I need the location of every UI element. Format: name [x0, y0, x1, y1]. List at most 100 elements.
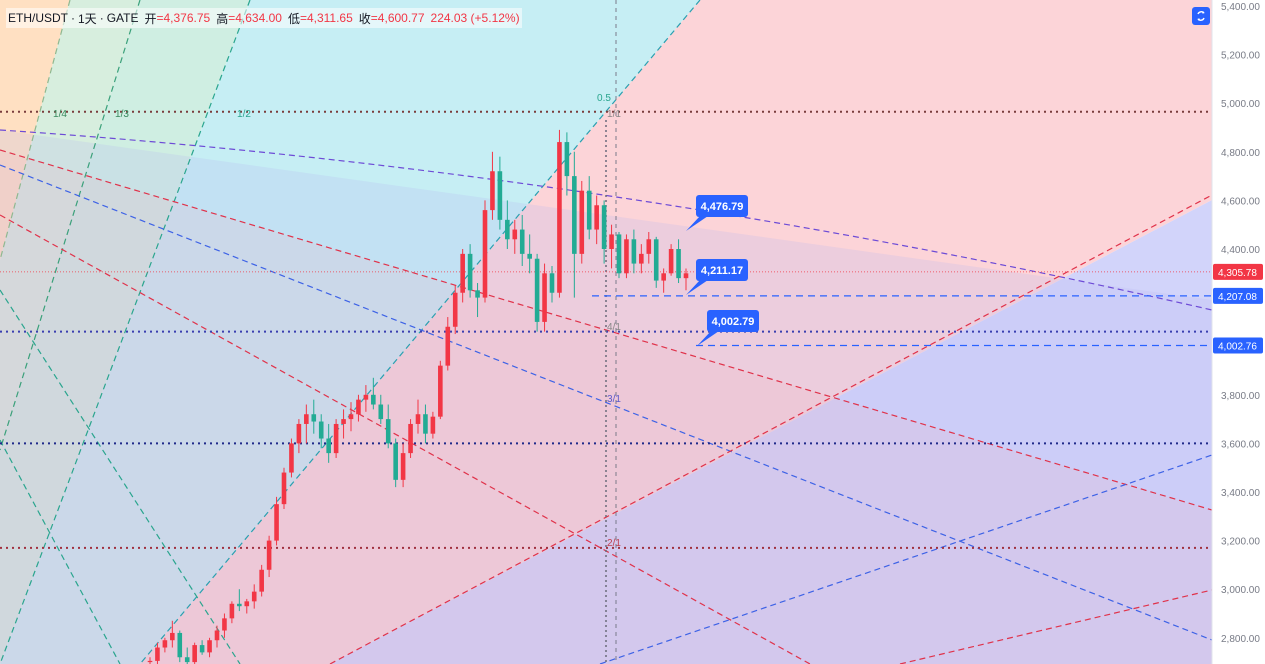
- candle: [304, 404, 309, 444]
- candle-body: [207, 640, 212, 653]
- current-price-tag-bg: [1213, 263, 1263, 280]
- candle: [445, 317, 451, 371]
- symbol-header: ETH/USDT · 1天 · GATE 开 =4,376.75 高 =4,63…: [6, 8, 522, 28]
- candle-body: [192, 645, 197, 663]
- candle: [601, 200, 607, 264]
- candle: [266, 535, 272, 578]
- candle-body: [668, 249, 674, 274]
- candle-body: [251, 591, 257, 602]
- candle-body: [564, 142, 570, 177]
- fan-line: [0, 0, 141, 451]
- level-tag-text: 4,207.08: [1218, 292, 1257, 303]
- candle-body: [519, 229, 525, 254]
- candle: [668, 244, 674, 276]
- fan-line: [599, 454, 1213, 664]
- candle: [408, 419, 413, 458]
- candle-body: [549, 273, 555, 293]
- candle-body: [460, 253, 465, 293]
- price-callout: 4,211.17: [686, 259, 748, 295]
- fan-line: [899, 589, 1213, 664]
- fan-line: [0, 164, 1213, 641]
- symbol-name[interactable]: ETH/USDT: [8, 11, 68, 25]
- candle-body: [237, 603, 242, 607]
- refresh-button[interactable]: [1192, 7, 1210, 25]
- fan-line: [0, 439, 121, 664]
- candle: [572, 151, 577, 298]
- candle-body: [162, 640, 168, 648]
- candle: [609, 224, 614, 269]
- fan-label: 1/4: [53, 109, 67, 120]
- candle: [207, 637, 212, 658]
- candle: [542, 263, 547, 332]
- candle-body: [199, 645, 205, 653]
- candle-body: [415, 414, 421, 424]
- candle-body: [438, 365, 443, 417]
- candle-body: [259, 569, 264, 592]
- fan-label: 1/2: [237, 109, 251, 120]
- candle-body: [184, 657, 190, 663]
- candle-body: [393, 443, 398, 480]
- level-tag-bg: [1213, 287, 1263, 304]
- callout-pointer: [686, 280, 708, 295]
- candle-body: [445, 326, 451, 366]
- candle: [251, 584, 257, 609]
- candle: [549, 266, 555, 303]
- candle: [289, 438, 294, 478]
- candle-body: [363, 394, 369, 400]
- candle-body: [542, 273, 547, 322]
- candle-body: [527, 253, 532, 259]
- candle-body: [512, 229, 518, 240]
- interval-label[interactable]: 1天: [78, 11, 97, 26]
- level-tag: 4,207.08: [1213, 287, 1263, 304]
- candle: [363, 385, 369, 412]
- candle-body: [661, 273, 666, 281]
- candle: [184, 647, 190, 664]
- candle: [155, 642, 160, 664]
- fan-label: 1/3: [115, 109, 129, 120]
- candle-body: [482, 210, 488, 298]
- candle-body: [639, 253, 644, 264]
- candle: [534, 253, 540, 332]
- candle: [475, 283, 480, 318]
- candle: [229, 601, 235, 624]
- callout-pointer: [686, 216, 708, 231]
- candle: [400, 443, 406, 488]
- candle: [624, 234, 629, 279]
- y-tick-label: 3,000.00: [1221, 585, 1260, 596]
- candle-body: [430, 416, 436, 434]
- candle-body: [579, 190, 585, 254]
- callout-box: [707, 310, 759, 332]
- candle: [505, 200, 510, 249]
- candle: [356, 394, 361, 422]
- candle: [616, 231, 622, 279]
- candle-body: [214, 630, 220, 641]
- candle: [244, 598, 250, 614]
- candle: [281, 467, 287, 510]
- y-tick-label: 4,600.00: [1221, 196, 1260, 207]
- candle-body: [400, 453, 406, 480]
- candle-body: [170, 632, 175, 641]
- open-value: =4,376.75: [156, 11, 211, 25]
- price-axis-bg: [1212, 0, 1265, 664]
- candle-body: [653, 239, 659, 281]
- candle: [676, 239, 681, 284]
- y-tick-label: 5,200.00: [1221, 51, 1260, 62]
- candle-body: [326, 438, 331, 454]
- candle: [311, 399, 317, 434]
- candle-body: [631, 239, 637, 264]
- fan-line: [0, 129, 1213, 311]
- callout-box: [696, 195, 748, 217]
- candle-body: [289, 443, 294, 473]
- candle: [318, 414, 324, 449]
- candle: [467, 244, 473, 298]
- fan-label: 4/1: [607, 322, 621, 333]
- candle: [661, 268, 666, 293]
- candle: [237, 589, 242, 612]
- candle: [222, 613, 227, 638]
- candle: [527, 234, 532, 274]
- candle-body: [586, 190, 592, 230]
- candle: [564, 132, 570, 196]
- candle: [341, 409, 346, 439]
